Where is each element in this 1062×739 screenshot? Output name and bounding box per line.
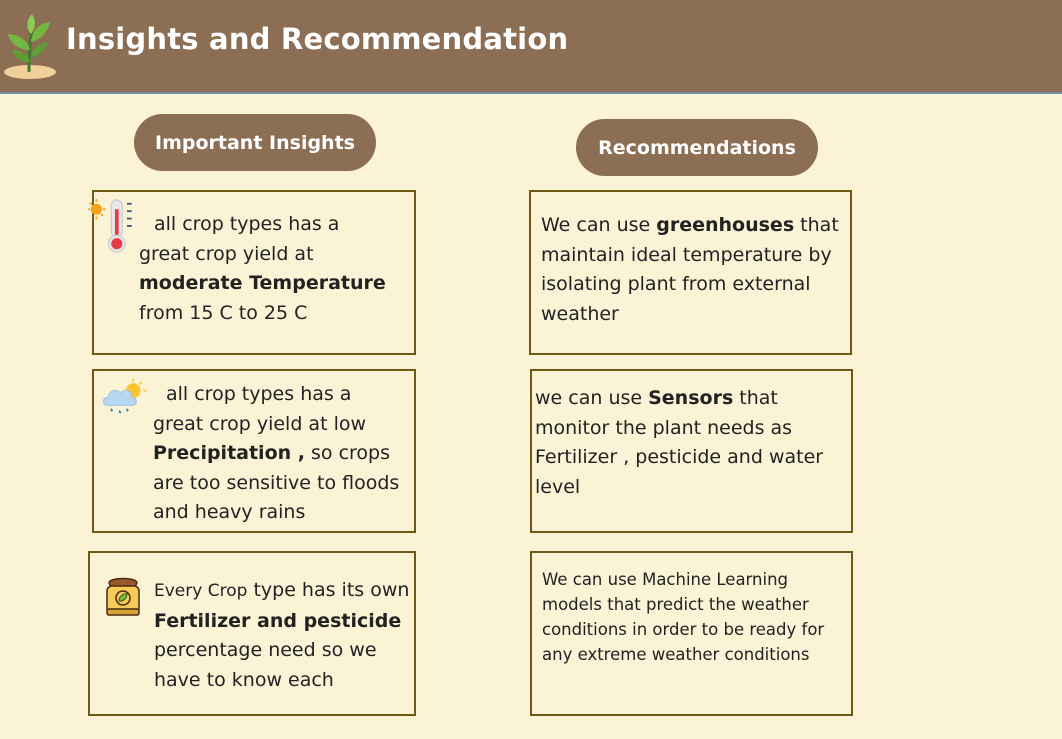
text-line: any extreme weather conditions: [542, 645, 810, 664]
text-line: Fertilizer , pesticide and water: [535, 446, 824, 468]
insight-text-precipitation: all crop types has a great crop yield at…: [153, 380, 399, 528]
bold-text: moderate Temperature: [139, 272, 386, 294]
insight-card-precipitation: all crop types has a great crop yield at…: [92, 369, 416, 533]
fertilizer-bag-icon: [106, 577, 140, 616]
text-line: conditions in order to be ready for: [542, 620, 825, 639]
plant-sprout-icon: [4, 14, 56, 79]
bold-text: Sensors: [648, 387, 734, 409]
bold-text: greenhouses: [656, 214, 795, 236]
text-line: We can use: [541, 214, 657, 236]
recommendation-text-machine-learning: We can use Machine Learning models that …: [542, 567, 824, 667]
bold-text: Fertilizer and pesticide: [154, 609, 402, 632]
text-line: from 15 C to 25 C: [139, 301, 308, 324]
text-line: that: [733, 387, 778, 409]
text-line: and heavy rains: [153, 501, 306, 523]
recommendation-card-greenhouses: We can use greenhouses that maintain ide…: [529, 190, 852, 355]
text-line: Every Crop: [154, 581, 248, 601]
important-insights-label: Important Insights: [134, 114, 376, 171]
page-title: Insights and Recommendation: [66, 22, 569, 56]
text-line: maintain ideal temperature by: [541, 243, 832, 266]
recommendation-card-machine-learning: We can use Machine Learning models that …: [530, 551, 853, 716]
text-line: have to know each: [154, 668, 334, 691]
text-line: monitor the plant needs as: [535, 416, 793, 439]
recommendation-text-greenhouses: We can use greenhouses that maintain ide…: [541, 211, 839, 329]
text-line: type has its own: [247, 579, 410, 601]
text-line: great crop yield at low: [153, 412, 367, 435]
insight-card-fertilizer: Every Crop type has its own Fertilizer a…: [88, 551, 416, 716]
recommendation-text-sensors: we can use Sensors that monitor the plan…: [535, 384, 823, 502]
text-line: isolating plant from external: [541, 273, 811, 295]
text-line: are too sensitive to floods: [153, 471, 400, 494]
text-line: percentage need so we: [154, 639, 377, 661]
text-line: level: [535, 475, 581, 498]
text-line: we can use: [535, 387, 649, 409]
bold-text: Precipitation ,: [153, 442, 305, 464]
recommendations-label: Recommendations: [576, 119, 818, 176]
text-line: weather: [541, 302, 619, 325]
insight-text-temperature: all crop types has a great crop yield at…: [139, 210, 386, 328]
thermometer-sun-icon: [88, 199, 132, 253]
text-line: so crops: [304, 442, 391, 464]
insight-text-fertilizer: Every Crop type has its own Fertilizer a…: [154, 576, 409, 695]
text-line: that: [794, 214, 839, 236]
cloud-rain-sun-icon: [102, 378, 147, 414]
text-line: all crop types has a: [166, 383, 352, 405]
text-line: models that predict the weather: [542, 595, 809, 614]
recommendation-card-sensors: we can use Sensors that monitor the plan…: [530, 369, 853, 533]
text-line: all crop types has a: [154, 213, 340, 235]
text-line: great crop yield at: [139, 242, 314, 265]
header-bar: Insights and Recommendation: [0, 0, 1062, 94]
text-line: We can use Machine Learning: [542, 570, 789, 589]
insight-card-temperature: all crop types has a great crop yield at…: [88, 190, 416, 355]
